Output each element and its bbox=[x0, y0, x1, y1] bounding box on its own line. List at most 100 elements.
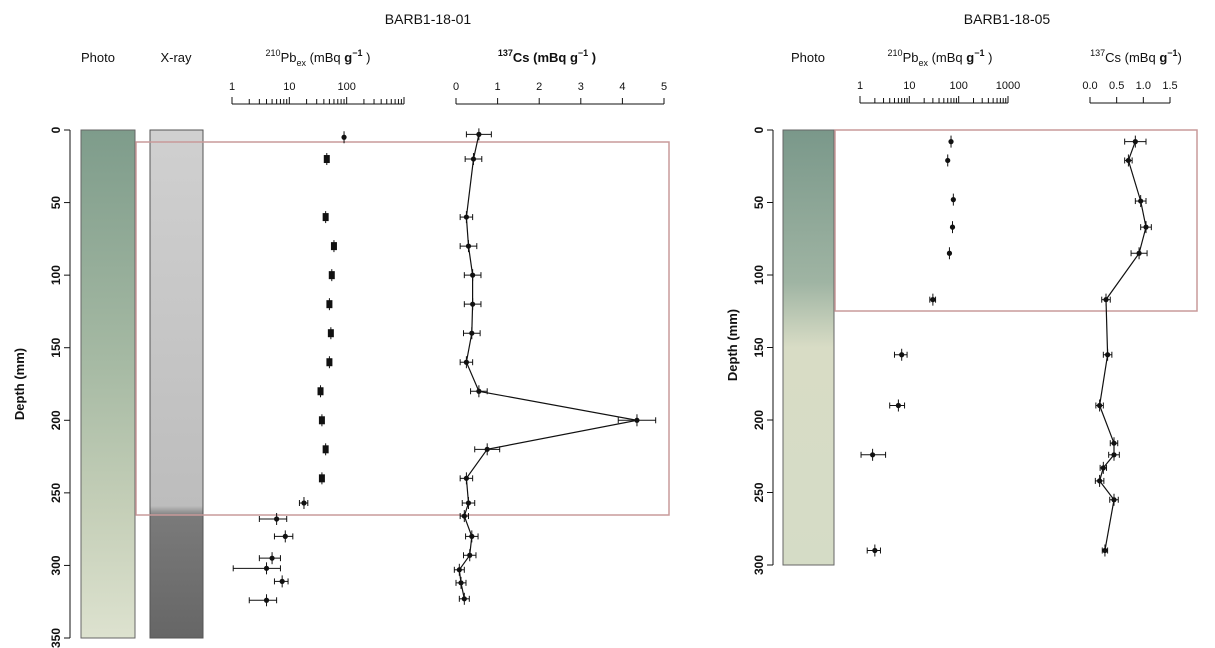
data-point bbox=[1143, 224, 1149, 230]
data-point bbox=[1132, 139, 1138, 145]
data-point bbox=[948, 139, 954, 145]
depth-axis-label: Depth (mm) bbox=[12, 348, 27, 420]
depth-tick-label: 300 bbox=[49, 555, 63, 575]
data-point bbox=[476, 388, 482, 394]
data-point bbox=[274, 516, 280, 522]
data-point bbox=[895, 402, 901, 409]
data-point bbox=[263, 597, 270, 603]
cs137-axis-label: 137Cs (mBq g−1) bbox=[1090, 48, 1182, 65]
depth-tick-label: 0 bbox=[49, 126, 63, 133]
data-point bbox=[1138, 198, 1144, 204]
data-point bbox=[467, 552, 473, 558]
data-point bbox=[282, 533, 288, 540]
data-point bbox=[469, 330, 475, 336]
data-point bbox=[326, 358, 333, 367]
data-point bbox=[327, 329, 334, 338]
data-point bbox=[279, 578, 285, 584]
data-point bbox=[946, 250, 953, 256]
data-point bbox=[484, 446, 490, 452]
data-point bbox=[1100, 465, 1106, 471]
data-point bbox=[872, 547, 878, 554]
x-tick-label: 0.5 bbox=[1109, 80, 1124, 92]
data-point bbox=[470, 301, 476, 307]
data-point bbox=[869, 452, 876, 458]
x-tick-label: 1 bbox=[229, 81, 235, 93]
data-point bbox=[463, 359, 469, 365]
x-tick-label: 1000 bbox=[996, 80, 1020, 92]
data-point bbox=[301, 500, 307, 506]
x-tick-label: 1 bbox=[495, 81, 501, 93]
chart-title: BARB1-18-05 bbox=[964, 11, 1051, 27]
depth-tick-label: 100 bbox=[752, 265, 766, 285]
cs137-panel: 0 1 2 3 4 5 bbox=[453, 81, 667, 605]
x-tick-label: 5 bbox=[661, 81, 667, 93]
data-point bbox=[322, 213, 329, 222]
data-point bbox=[328, 271, 335, 280]
panel-barb1-18-05: BARB1-18-05 Photo 210Pbex (mBq g−1 ) 137… bbox=[725, 11, 1198, 575]
data-point bbox=[1102, 547, 1108, 554]
data-point bbox=[476, 131, 482, 137]
series-line bbox=[458, 134, 638, 599]
data-point bbox=[318, 416, 325, 425]
data-point bbox=[465, 243, 472, 249]
depth-tick-label: 100 bbox=[49, 265, 63, 285]
x-tick-label: 4 bbox=[619, 81, 625, 93]
data-point bbox=[1136, 250, 1142, 256]
pb210-axis-label: 210Pbex (mBq g−1 ) bbox=[888, 48, 993, 68]
data-point bbox=[269, 555, 275, 561]
x-tick-label: 1.0 bbox=[1136, 80, 1151, 92]
depth-tick-label: 300 bbox=[752, 555, 766, 575]
depth-tick-label: 150 bbox=[49, 337, 63, 357]
pb210-panel: 1 10 100 bbox=[229, 81, 405, 607]
cs137-axis-label: 137Cs (mBq g−1 ) bbox=[498, 48, 596, 65]
depth-tick-label: 150 bbox=[752, 337, 766, 357]
data-point bbox=[463, 214, 469, 220]
data-point bbox=[930, 297, 936, 303]
pb210-axis-label: 210Pbex (mBq g−1 ) bbox=[266, 48, 371, 68]
boxed-interval bbox=[135, 141, 670, 516]
depth-tick-label: 250 bbox=[49, 483, 63, 503]
data-point bbox=[949, 224, 956, 230]
depth-tick-label: 50 bbox=[49, 196, 63, 210]
depth-axis-label: Depth (mm) bbox=[725, 309, 740, 381]
data-point bbox=[458, 580, 464, 586]
chart-title: BARB1-18-01 bbox=[385, 11, 472, 27]
data-point bbox=[945, 157, 951, 164]
x-tick-label: 1 bbox=[857, 80, 863, 92]
data-point bbox=[456, 567, 462, 573]
photo-column-label: Photo bbox=[791, 50, 825, 65]
data-point bbox=[1125, 157, 1131, 164]
data-point bbox=[461, 596, 467, 602]
x-tick-label: 0.0 bbox=[1082, 80, 1097, 92]
data-point bbox=[323, 155, 330, 164]
data-point bbox=[470, 156, 477, 162]
data-point bbox=[330, 242, 337, 251]
data-point bbox=[322, 445, 329, 454]
depth-tick-label: 50 bbox=[752, 196, 766, 210]
x-tick-label: 3 bbox=[578, 81, 584, 93]
depth-tick-label: 0 bbox=[752, 126, 766, 133]
x-tick-label: 10 bbox=[283, 81, 295, 93]
depth-tick-label: 250 bbox=[752, 482, 766, 502]
depth-axis: 0 50 100 150 200 250 300 bbox=[752, 126, 774, 575]
data-point bbox=[1097, 402, 1103, 409]
core-photo bbox=[782, 129, 835, 566]
xray-image bbox=[149, 129, 204, 639]
data-point bbox=[1111, 440, 1117, 446]
x-tick-label: 1.5 bbox=[1162, 80, 1177, 92]
depth-tick-label: 350 bbox=[49, 628, 63, 648]
x-tick-label: 2 bbox=[536, 81, 542, 93]
x-tick-label: 100 bbox=[337, 81, 355, 93]
pb210-panel: 1 10 100 1000 bbox=[857, 80, 1020, 557]
xray-column-label: X-ray bbox=[160, 50, 192, 65]
data-point bbox=[950, 197, 956, 203]
x-tick-label: 10 bbox=[903, 80, 915, 92]
depth-tick-label: 200 bbox=[752, 410, 766, 430]
data-point bbox=[263, 565, 270, 571]
photo-column-label: Photo bbox=[81, 50, 115, 65]
depth-tick-label: 200 bbox=[49, 410, 63, 430]
data-point bbox=[318, 474, 325, 483]
boxed-interval bbox=[834, 129, 1198, 312]
data-point bbox=[463, 475, 469, 481]
